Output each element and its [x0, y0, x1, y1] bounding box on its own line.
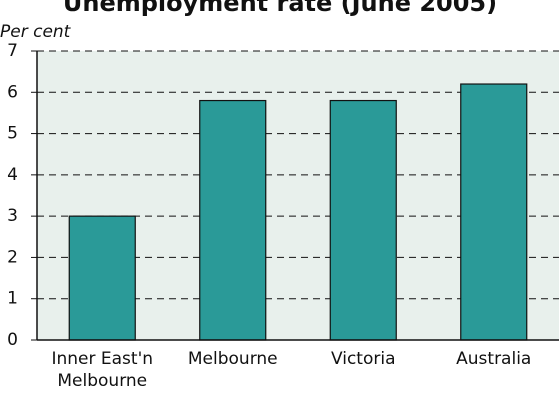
- y-tick-label: 6: [7, 82, 18, 102]
- y-tick-label: 4: [7, 165, 18, 185]
- bar: [329, 99, 397, 341]
- x-tick-label: Australia: [456, 349, 532, 369]
- x-tick-label: Melbourne: [187, 349, 278, 369]
- y-tick-label: 2: [7, 247, 18, 267]
- y-tick-label: 1: [7, 289, 18, 309]
- bar: [68, 215, 136, 341]
- y-tick-label: 5: [7, 124, 18, 144]
- chart-title: Unemployment rate (June 2005): [63, 0, 497, 17]
- bar: [460, 83, 528, 341]
- x-tick-label: Inner East'n Melbourne: [51, 349, 154, 391]
- y-tick-label: 7: [7, 41, 18, 61]
- bar: [199, 99, 267, 341]
- y-tick-label: 3: [7, 206, 18, 226]
- x-tick-label: Victoria: [330, 349, 396, 369]
- y-axis-label: Per cent: [0, 22, 72, 42]
- y-tick-label: 0: [7, 330, 18, 350]
